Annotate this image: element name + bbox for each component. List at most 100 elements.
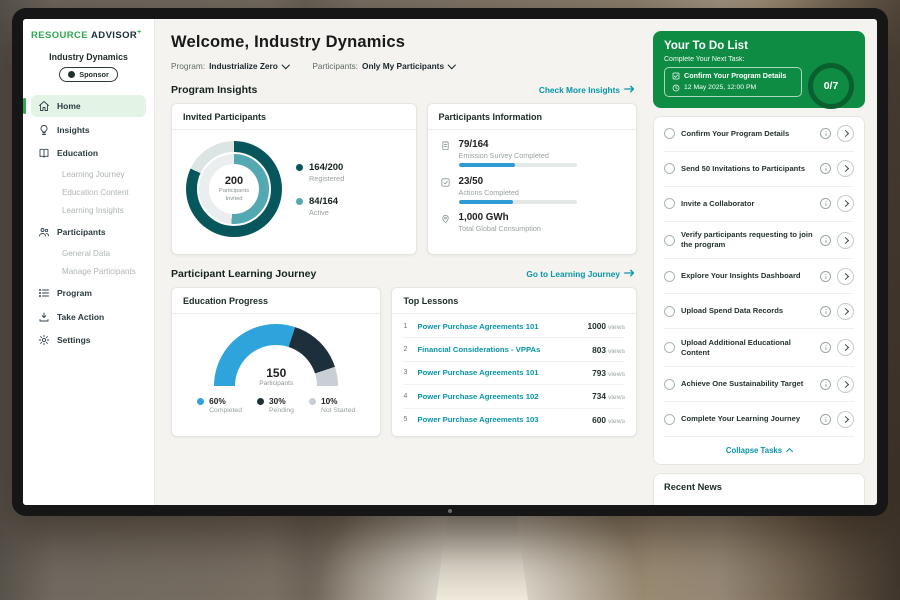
- section-title-learning-journey: Participant Learning Journey: [171, 268, 317, 280]
- lesson-rank: 3: [403, 369, 408, 377]
- legend-dot-active: [296, 197, 303, 205]
- stat-emission-survey: 79/164 Emission Survey Completed: [440, 139, 624, 167]
- task-checkbox[interactable]: [664, 378, 675, 390]
- book-icon: [38, 147, 50, 159]
- task-label: Achieve One Sustainability Target: [681, 379, 804, 389]
- task-checkbox[interactable]: [664, 270, 675, 282]
- sidebar-item-label: Insights: [57, 124, 90, 135]
- task-chevron-button[interactable]: [837, 375, 854, 393]
- task-chevron-button[interactable]: [837, 231, 854, 249]
- task-checkbox[interactable]: [664, 198, 675, 210]
- task-row: Complete Your Learning Journey: [664, 402, 854, 438]
- task-chevron-button[interactable]: [837, 339, 854, 357]
- collapse-tasks-link[interactable]: Collapse Tasks: [664, 437, 854, 464]
- sidebar-item-education-content[interactable]: Education Content: [62, 188, 129, 198]
- info-icon[interactable]: [820, 305, 831, 317]
- check-square-icon: [440, 177, 451, 204]
- task-chevron-button[interactable]: [837, 410, 854, 428]
- stat-label: Total Global Consumption: [458, 224, 541, 233]
- chevron-right-icon: [841, 200, 849, 208]
- lesson-link[interactable]: Power Purchase Agreements 101: [417, 321, 539, 331]
- participants-filter-select[interactable]: Only My Participants: [362, 61, 456, 71]
- info-icon[interactable]: [820, 342, 831, 354]
- participants-information-card: Participants Information 79/164 Emission…: [426, 103, 637, 255]
- lesson-row: 4 Power Purchase Agreements 102 734 views: [403, 385, 625, 409]
- donut-center-value: 200: [224, 175, 244, 188]
- legend-dot-pending: [257, 398, 264, 405]
- sidebar-item-take-action[interactable]: Take Action: [31, 306, 146, 328]
- info-icon[interactable]: [820, 270, 831, 282]
- legend-label: Pending: [269, 407, 294, 414]
- download-icon: [38, 311, 50, 323]
- info-icon[interactable]: [820, 234, 831, 246]
- sidebar-item-home[interactable]: Home: [23, 95, 146, 118]
- sidebar-item-participants[interactable]: Participants: [31, 221, 146, 243]
- chevron-right-icon: [841, 344, 849, 352]
- sidebar-item-manage-participants[interactable]: Manage Participants: [62, 267, 136, 277]
- info-icon[interactable]: [820, 378, 831, 390]
- task-checkbox[interactable]: [664, 128, 675, 140]
- legend-item-active: 84/164 Active: [296, 196, 344, 217]
- task-chevron-button[interactable]: [837, 302, 854, 320]
- sidebar-item-general-data[interactable]: General Data: [62, 249, 111, 259]
- todo-subtitle: Complete Your Next Task:: [664, 56, 745, 63]
- info-icon[interactable]: [820, 198, 831, 210]
- check-more-insights-link[interactable]: Check More Insights: [539, 85, 635, 95]
- sidebar-item-learning-journey[interactable]: Learning Journey: [62, 170, 125, 180]
- task-row: Verify participants requesting to join t…: [664, 222, 854, 260]
- power-led: [448, 509, 452, 513]
- sidebar-item-label: Education: [57, 148, 99, 159]
- chevron-down-icon: [447, 61, 456, 69]
- lesson-views-suffix: views: [608, 324, 625, 332]
- task-chevron-button[interactable]: [837, 195, 854, 213]
- sponsor-badge: Sponsor: [59, 67, 118, 83]
- chevron-right-icon: [841, 380, 849, 388]
- info-icon[interactable]: [820, 163, 831, 175]
- sponsor-icon: [68, 71, 76, 79]
- sidebar-item-learning-insights[interactable]: Learning Insights: [62, 206, 124, 216]
- info-icon[interactable]: [820, 128, 831, 140]
- lesson-link[interactable]: Power Purchase Agreements 101: [417, 368, 539, 378]
- task-chevron-button[interactable]: [837, 160, 854, 178]
- task-chevron-button[interactable]: [837, 125, 854, 143]
- chevron-down-icon: [281, 61, 290, 69]
- task-label: Verify participants requesting to join t…: [681, 230, 813, 249]
- chevron-right-icon: [841, 165, 849, 173]
- task-checkbox[interactable]: [664, 413, 675, 425]
- task-chevron-button[interactable]: [837, 267, 854, 285]
- info-icon[interactable]: [820, 413, 831, 425]
- lesson-link[interactable]: Power Purchase Agreements 102: [417, 391, 539, 401]
- task-checkbox[interactable]: [664, 305, 675, 317]
- education-progress-gauge: 150 Participants: [214, 324, 339, 387]
- sidebar-item-program[interactable]: Program: [31, 282, 146, 304]
- next-task-box[interactable]: Confirm Your Program Details 12 May 2025…: [664, 67, 802, 97]
- lesson-link[interactable]: Financial Considerations - VPPAs: [417, 345, 541, 355]
- sidebar-item-settings[interactable]: Settings: [31, 329, 146, 351]
- program-filter-select[interactable]: Industrialize Zero: [209, 61, 290, 71]
- brand-logo-secondary: ADVISOR: [91, 30, 138, 42]
- lesson-link[interactable]: Power Purchase Agreements 103: [417, 415, 539, 425]
- todo-header-card: Your To Do List Complete Your Next Task:…: [653, 31, 865, 109]
- lesson-row: 3 Power Purchase Agreements 101 793 views: [403, 362, 625, 386]
- task-row: Send 50 Invitations to Participants: [664, 152, 854, 187]
- task-checkbox[interactable]: [664, 163, 675, 175]
- chevron-right-icon: [841, 415, 849, 423]
- sidebar: RESOURCE ADVISOR+ Industry Dynamics Spons…: [23, 19, 155, 505]
- task-checkbox[interactable]: [664, 234, 675, 246]
- donut-legend: 164/200 Registered 84/164 Active: [296, 162, 344, 217]
- monitor-stand: [436, 512, 528, 600]
- sidebar-nav: Home Insights Education Learning Journey…: [23, 95, 146, 351]
- sidebar-item-label: Take Action: [57, 311, 105, 322]
- task-checkbox[interactable]: [664, 342, 675, 354]
- legend-item-not-started: 10% Not Started: [308, 396, 355, 414]
- card-title: Invited Participants: [172, 104, 416, 130]
- invited-participants-donut: 200 Participants Invited: [186, 141, 282, 237]
- go-to-learning-journey-link[interactable]: Go to Learning Journey: [526, 269, 635, 279]
- arrow-right-icon: [624, 85, 635, 95]
- sidebar-item-insights[interactable]: Insights: [31, 119, 146, 141]
- chevron-right-icon: [841, 307, 849, 315]
- pin-icon: [440, 213, 451, 236]
- participants-filter-label: Participants:: [312, 61, 358, 71]
- filter-bar: Program: Industrialize Zero Participants…: [171, 61, 637, 71]
- sidebar-item-education[interactable]: Education: [31, 142, 146, 164]
